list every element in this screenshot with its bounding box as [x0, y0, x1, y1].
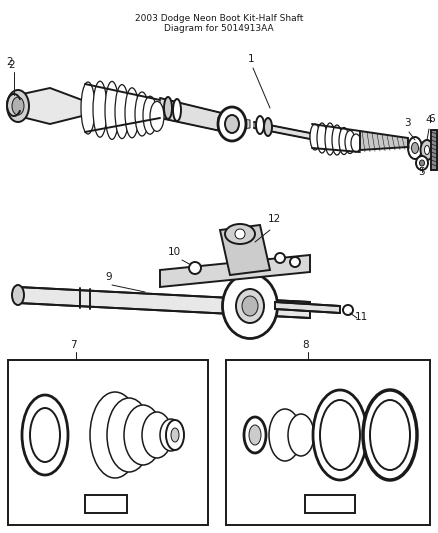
Text: 12: 12	[268, 214, 281, 224]
Ellipse shape	[150, 101, 164, 132]
Ellipse shape	[370, 400, 410, 470]
Ellipse shape	[124, 405, 162, 465]
Ellipse shape	[325, 123, 335, 155]
Text: 9: 9	[105, 272, 112, 282]
Text: 2: 2	[8, 60, 14, 70]
Ellipse shape	[223, 273, 278, 338]
Polygon shape	[360, 131, 408, 150]
Ellipse shape	[411, 142, 418, 154]
Text: 7: 7	[70, 340, 77, 350]
Polygon shape	[160, 98, 230, 133]
Ellipse shape	[135, 92, 149, 136]
Ellipse shape	[420, 140, 434, 160]
Ellipse shape	[256, 116, 264, 134]
Ellipse shape	[142, 412, 172, 458]
Ellipse shape	[313, 390, 367, 480]
Polygon shape	[160, 255, 310, 287]
Text: 2: 2	[6, 57, 13, 67]
Circle shape	[189, 262, 201, 274]
Ellipse shape	[351, 134, 361, 152]
Polygon shape	[218, 117, 250, 131]
Ellipse shape	[22, 395, 68, 475]
Ellipse shape	[90, 392, 140, 478]
Text: 4: 4	[425, 115, 431, 125]
Ellipse shape	[143, 96, 157, 134]
Ellipse shape	[416, 156, 428, 170]
Ellipse shape	[420, 160, 424, 166]
Ellipse shape	[332, 125, 342, 155]
Bar	[8, 360, 208, 525]
Ellipse shape	[160, 419, 182, 451]
Ellipse shape	[269, 409, 301, 461]
Polygon shape	[18, 287, 310, 318]
Ellipse shape	[30, 408, 60, 462]
Bar	[226, 360, 430, 525]
Ellipse shape	[81, 82, 95, 134]
Text: 6: 6	[428, 114, 434, 124]
Polygon shape	[254, 122, 310, 139]
Ellipse shape	[363, 390, 417, 480]
Text: 5: 5	[418, 167, 424, 177]
Ellipse shape	[242, 296, 258, 316]
Polygon shape	[431, 130, 437, 170]
Bar	[85, 495, 127, 513]
Ellipse shape	[339, 127, 349, 155]
Ellipse shape	[218, 107, 246, 141]
Ellipse shape	[244, 417, 266, 453]
Ellipse shape	[288, 414, 314, 456]
Ellipse shape	[115, 85, 129, 139]
Ellipse shape	[12, 285, 24, 305]
Polygon shape	[220, 225, 270, 275]
Ellipse shape	[166, 420, 184, 450]
Ellipse shape	[345, 131, 355, 154]
Bar	[305, 495, 355, 513]
Circle shape	[343, 305, 353, 315]
Text: 8: 8	[302, 340, 309, 350]
Text: 1: 1	[248, 54, 254, 64]
Ellipse shape	[107, 398, 151, 472]
Ellipse shape	[164, 97, 172, 119]
Ellipse shape	[105, 82, 119, 140]
Ellipse shape	[125, 88, 139, 138]
Ellipse shape	[264, 118, 272, 136]
Ellipse shape	[408, 137, 422, 159]
Ellipse shape	[171, 428, 179, 442]
Polygon shape	[18, 88, 82, 124]
Text: 3: 3	[404, 118, 411, 128]
Ellipse shape	[225, 115, 239, 133]
Text: 10: 10	[168, 247, 181, 257]
Ellipse shape	[320, 400, 360, 470]
Ellipse shape	[225, 224, 255, 244]
Polygon shape	[275, 302, 340, 313]
Circle shape	[275, 253, 285, 263]
Ellipse shape	[310, 124, 320, 150]
Ellipse shape	[173, 99, 181, 121]
Ellipse shape	[249, 425, 261, 445]
Circle shape	[235, 229, 245, 239]
Ellipse shape	[236, 289, 264, 323]
Ellipse shape	[12, 97, 24, 115]
Circle shape	[290, 257, 300, 267]
Text: 11: 11	[355, 312, 368, 322]
Ellipse shape	[424, 146, 430, 155]
Ellipse shape	[317, 123, 327, 153]
Text: 2003 Dodge Neon Boot Kit-Half Shaft
Diagram for 5014913AA: 2003 Dodge Neon Boot Kit-Half Shaft Diag…	[135, 14, 303, 34]
Ellipse shape	[7, 90, 29, 122]
Ellipse shape	[93, 81, 107, 137]
